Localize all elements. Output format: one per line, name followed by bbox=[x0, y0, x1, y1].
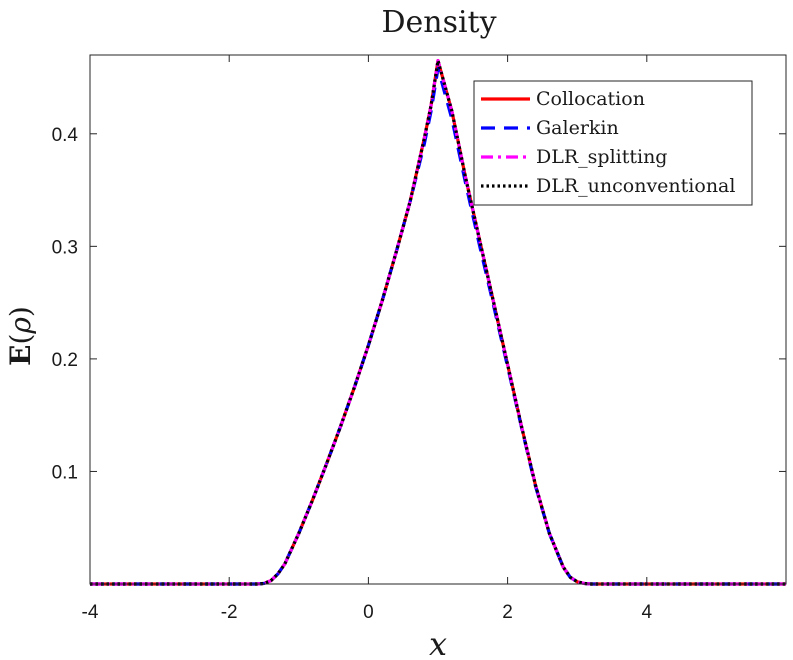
y-tick-label: 0.1 bbox=[52, 462, 78, 483]
x-tick-labels: -4 -2 0 2 4 bbox=[82, 602, 653, 623]
legend-label: Galerkin bbox=[536, 117, 619, 139]
legend-label: DLR_unconventional bbox=[536, 175, 735, 197]
y-tick-label: 0.2 bbox=[52, 350, 78, 371]
y-axis-label-close: ) bbox=[4, 306, 37, 317]
plot-frame bbox=[89, 54, 787, 585]
y-axis-label: E(ρ) bbox=[4, 306, 37, 366]
x-tick-label: -4 bbox=[82, 602, 99, 623]
x-tick-label: 4 bbox=[642, 602, 653, 623]
x-axis-label: x bbox=[429, 625, 447, 660]
y-axis-label-open: ( bbox=[4, 334, 37, 345]
chart-title: Density bbox=[381, 5, 496, 40]
axis-ticks bbox=[89, 55, 786, 584]
legend: Collocation Galerkin DLR_splitting DLR_unco… bbox=[473, 80, 753, 206]
y-tick-labels: 0.1 0.2 0.3 0.4 bbox=[52, 125, 79, 484]
series-line-dlr-unconventional bbox=[90, 59, 786, 586]
x-tick-label: 0 bbox=[363, 602, 374, 623]
legend-label: DLR_splitting bbox=[536, 146, 667, 168]
series-layer bbox=[90, 59, 786, 586]
legend-label: Collocation bbox=[536, 88, 645, 110]
x-tick-label: 2 bbox=[502, 602, 513, 623]
y-axis-label-prefix: E bbox=[4, 345, 37, 366]
y-tick-label: 0.4 bbox=[52, 125, 79, 146]
x-tick-label: -2 bbox=[221, 602, 238, 623]
y-tick-label: 0.3 bbox=[52, 237, 78, 258]
legend-box bbox=[473, 80, 753, 206]
y-axis-label-symbol: ρ bbox=[4, 317, 37, 335]
